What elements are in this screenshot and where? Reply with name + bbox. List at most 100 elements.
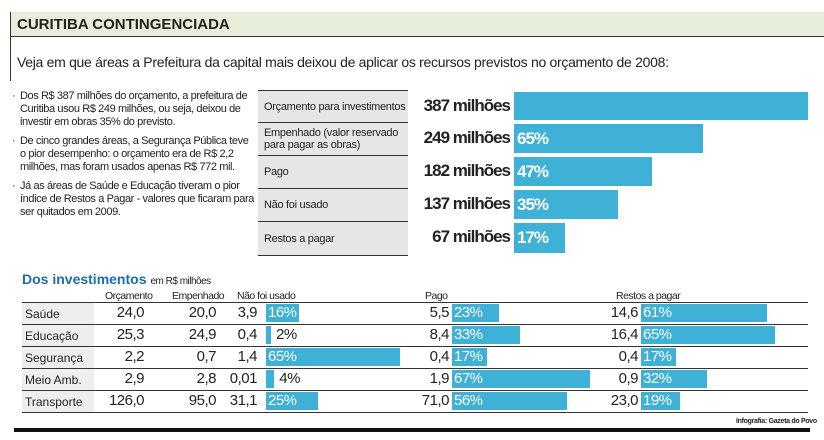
restos-pct: 61% <box>643 304 672 321</box>
nao-usado-pct: 2% <box>276 326 297 343</box>
summary-percent-label: 17% <box>517 228 549 247</box>
orcamento-value: 2,2 <box>124 348 145 365</box>
orcamento-value: 24,0 <box>116 304 145 321</box>
restos-pct: 65% <box>643 326 672 343</box>
nao-usado-bar: 4% <box>266 370 300 388</box>
pago-pct: 23% <box>454 304 483 321</box>
restos-value: 14,6 <box>610 304 639 321</box>
col-orcamento: Orçamento <box>105 290 153 302</box>
summary-bar: 47% <box>514 157 653 186</box>
restos-value: 23,0 <box>610 392 639 409</box>
empenhado-value: 24,9 <box>188 326 217 343</box>
empenhado-value: 20,0 <box>188 304 217 321</box>
bullet-3: Já as áreas de Saúde e Educação tiveram … <box>12 180 256 219</box>
col-pago: Pago <box>425 290 448 302</box>
summary-bar: 17% <box>514 223 565 253</box>
nao-usado-pct: 65% <box>268 348 297 365</box>
pago-bar: 67% <box>452 370 591 388</box>
area-name: Transporte <box>22 391 94 412</box>
pago-pct: 67% <box>454 370 483 387</box>
restos-pct: 32% <box>643 370 672 387</box>
table-row <box>22 368 808 390</box>
table-bottom-rule <box>22 412 808 413</box>
summary-value-label: 137 milhões <box>423 194 511 213</box>
area-name: Educação <box>22 325 94 346</box>
pago-bar: 23% <box>452 304 500 322</box>
summary-value-label: 387 milhões <box>423 96 511 115</box>
summary-bar: 35% <box>514 190 619 219</box>
restos-bar: 32% <box>641 370 707 388</box>
area-name: Segurança <box>22 347 94 368</box>
summary-row-label: Orçamento para investimentos <box>258 90 408 122</box>
summary-row-label: Pago <box>258 155 408 188</box>
area-name: Saúde <box>22 303 94 324</box>
bullet-2: De cinco grandes áreas, a Segurança Públ… <box>12 135 256 174</box>
summary-percent-label: 65% <box>517 129 549 148</box>
summary-value-label: 249 milhões <box>423 128 511 147</box>
pago-value: 1,9 <box>429 370 450 387</box>
restos-bar: 61% <box>641 304 767 322</box>
summary-percent-label: 47% <box>517 162 549 181</box>
nao-usado-pct: 16% <box>268 304 297 321</box>
pago-bar: 33% <box>452 326 520 344</box>
bullet-1: Dos R$ 387 milhões do orçamento, a prefe… <box>12 90 256 129</box>
summary-percent-label: 35% <box>517 195 549 214</box>
nao-usado-bar: 16% <box>266 304 299 322</box>
nao-usado-value: 0,01 <box>229 370 258 387</box>
pago-bar: 17% <box>452 348 488 366</box>
orcamento-value: 25,3 <box>116 326 145 343</box>
orcamento-value: 126,0 <box>108 392 145 409</box>
pago-value: 5,5 <box>429 304 450 321</box>
nao-usado-value: 0,4 <box>237 326 258 343</box>
restos-pct: 19% <box>643 392 672 409</box>
summary-bar <box>514 92 808 120</box>
orcamento-value: 2,9 <box>124 370 145 387</box>
restos-value: 16,4 <box>610 326 639 343</box>
table-heading: Dos investimentos em R$ milhões <box>22 271 211 287</box>
table-title: Dos investimentos <box>22 271 147 287</box>
col-restos: Restos a pagar <box>616 290 681 302</box>
empenhado-value: 95,0 <box>188 392 217 409</box>
pago-pct: 17% <box>454 348 483 365</box>
summary-row-label: Empenhado (valor reservado para pagar as… <box>258 122 408 155</box>
pago-value: 0,4 <box>429 348 450 365</box>
area-name: Meio Amb. <box>22 369 94 390</box>
restos-pct: 17% <box>643 348 672 365</box>
summary-bar: 65% <box>514 124 704 153</box>
nao-usado-bar: 25% <box>266 392 318 410</box>
summary-bottom-rule <box>258 255 408 256</box>
table-row <box>22 324 808 346</box>
restos-bar: 17% <box>641 348 677 366</box>
restos-bar: 65% <box>641 326 775 344</box>
restos-value: 0,9 <box>618 370 639 387</box>
table-row <box>22 390 808 412</box>
summary-value-label: 67 milhões <box>432 227 511 246</box>
nao-usado-value: 3,9 <box>237 304 258 321</box>
pago-pct: 56% <box>454 392 483 409</box>
summary-row-label: Não foi usado <box>258 188 408 221</box>
nao-usado-value: 1,4 <box>237 348 258 365</box>
infographic-title: CURITIBA CONTINGENCIADA <box>10 12 824 37</box>
credit: Infografia: Gazeta do Povo <box>736 418 817 425</box>
col-nao-usado: Não foi usado <box>237 290 296 302</box>
table-unit: em R$ milhões <box>150 276 211 287</box>
pago-value: 8,4 <box>429 326 450 343</box>
pago-bar: 56% <box>452 392 568 410</box>
nao-usado-pct: 25% <box>268 392 297 409</box>
nao-usado-pct: 4% <box>279 370 300 387</box>
pago-value: 71,0 <box>421 392 450 409</box>
summary-value-label: 182 milhões <box>423 161 511 180</box>
bullet-list: Dos R$ 387 milhões do orçamento, a prefe… <box>12 90 256 219</box>
subtitle: Veja em que áreas a Prefeitura da capita… <box>10 37 824 81</box>
col-empenhado: Empenhado <box>172 290 225 302</box>
restos-value: 0,4 <box>618 348 639 365</box>
nao-usado-bar: 2% <box>266 326 297 344</box>
nao-usado-bar: 65% <box>266 348 400 366</box>
table-row <box>22 302 808 324</box>
empenhado-value: 2,8 <box>196 370 217 387</box>
pago-pct: 33% <box>454 326 483 343</box>
nao-usado-value: 31,1 <box>229 392 258 409</box>
restos-bar: 19% <box>641 392 681 410</box>
summary-row-label: Restos a pagar <box>258 221 408 255</box>
empenhado-value: 0,7 <box>196 348 217 365</box>
